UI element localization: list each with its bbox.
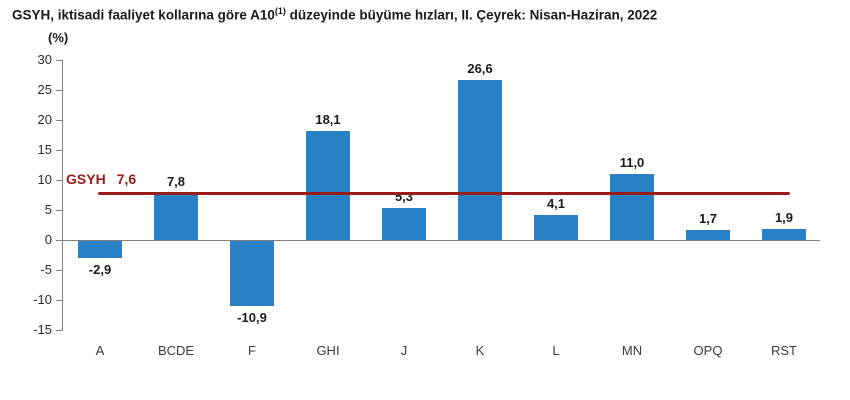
bar	[78, 241, 122, 258]
x-axis-line	[62, 240, 820, 241]
y-axis-tick-label: 25	[37, 82, 52, 97]
bar	[230, 241, 274, 306]
y-axis-tick-label: -5	[40, 262, 52, 277]
reference-line	[98, 192, 790, 195]
x-axis-category-label: A	[95, 343, 105, 358]
x-axis-category-label: J	[400, 343, 408, 358]
bar	[382, 208, 426, 240]
bar	[686, 230, 730, 240]
y-axis-tick	[56, 120, 62, 121]
reference-line-name: GSYH	[66, 171, 106, 187]
y-axis-tick-label: 5	[44, 202, 52, 217]
x-axis-category-label: K	[475, 343, 485, 358]
bar-value-label: 18,1	[315, 112, 341, 127]
y-axis-unit-label: (%)	[48, 30, 69, 45]
reference-line-value: 7,6	[116, 171, 137, 187]
bar	[154, 193, 198, 240]
y-axis-tick	[56, 60, 62, 61]
bar-value-label: -10,9	[237, 310, 267, 325]
y-axis-tick-label: 10	[37, 172, 52, 187]
y-axis-tick	[56, 240, 62, 241]
y-axis-tick	[56, 180, 62, 181]
x-axis-category-label: GHI	[316, 343, 340, 358]
bar	[762, 229, 806, 240]
chart-title-text: GSYH, iktisadi faaliyet kollarına göre A…	[12, 7, 275, 23]
y-axis-tick-label: 0	[44, 232, 52, 247]
y-axis-tick-label: -15	[33, 322, 52, 337]
bar	[306, 131, 350, 240]
y-axis-tick-label: 30	[37, 52, 52, 67]
y-axis-tick-label: -10	[33, 292, 52, 307]
bar	[458, 80, 502, 240]
y-axis-tick-label: 15	[37, 142, 52, 157]
bar	[534, 215, 578, 240]
y-axis-line	[62, 60, 63, 331]
chart-title-text-2: düzeyinde büyüme hızları, II. Çeyrek: Ni…	[285, 7, 658, 23]
bar-value-label: -2,9	[88, 262, 112, 277]
y-axis-tick	[56, 150, 62, 151]
y-axis-tick	[56, 300, 62, 301]
x-axis-category-label: BCDE	[157, 343, 195, 358]
x-axis-category-label: OPQ	[693, 343, 723, 358]
x-axis-category-label: F	[248, 343, 256, 358]
bar-value-label: 1,7	[698, 211, 718, 226]
bar-value-label: 1,9	[774, 210, 794, 225]
bar	[610, 174, 654, 240]
x-axis-category-label: RST	[771, 343, 797, 358]
y-axis-tick	[56, 210, 62, 211]
bar-value-label: 26,6	[467, 61, 493, 76]
y-axis-tick	[56, 90, 62, 91]
chart-title: GSYH, iktisadi faaliyet kollarına göre A…	[12, 6, 812, 23]
chart-title-superscript: (1)	[274, 6, 286, 16]
bar-value-label: 7,8	[166, 174, 186, 189]
x-axis-category-label: MN	[621, 343, 643, 358]
y-axis-tick	[56, 270, 62, 271]
bar-value-label: 11,0	[619, 155, 645, 170]
y-axis-tick-label: 20	[37, 112, 52, 127]
x-axis-category-label: L	[552, 343, 560, 358]
y-axis-tick	[56, 330, 62, 331]
bar-value-label: 4,1	[546, 196, 566, 211]
reference-line-label: GSYH 7,6	[66, 171, 136, 187]
